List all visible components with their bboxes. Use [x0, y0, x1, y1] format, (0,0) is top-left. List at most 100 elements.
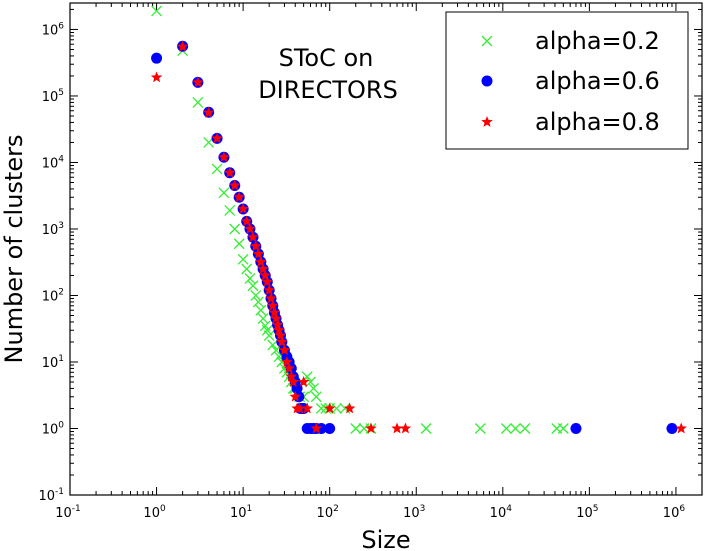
data-point — [218, 151, 230, 163]
data-point — [247, 280, 259, 292]
data-point — [192, 96, 204, 108]
data-point — [233, 191, 245, 203]
data-point — [247, 231, 259, 243]
data-point — [271, 318, 284, 330]
data-point — [252, 296, 264, 308]
data-point — [323, 402, 336, 414]
data-point — [250, 290, 262, 301]
data-point — [570, 422, 582, 434]
data-point — [224, 204, 236, 216]
chart-annotation-line-1: SToC on — [279, 44, 374, 72]
y-axis-label: Number of clusters — [0, 135, 28, 364]
data-point — [301, 402, 313, 414]
x-tick-label: 101 — [230, 504, 252, 521]
data-point — [257, 263, 269, 274]
data-point — [261, 275, 273, 287]
data-point — [268, 306, 281, 318]
data-point — [500, 423, 512, 434]
legend-label-alpha-0-2: alpha=0.2 — [535, 27, 660, 55]
data-point — [291, 382, 303, 394]
data-point — [237, 202, 249, 214]
x-tick-label: 105 — [576, 504, 598, 521]
data-point — [350, 423, 362, 434]
x-tick-label: 100 — [143, 504, 166, 521]
y-tick-label: 103 — [42, 221, 64, 238]
data-points — [150, 5, 687, 434]
y-tick-label: 101 — [42, 354, 64, 371]
legend-label-alpha-0-6: alpha=0.6 — [535, 67, 660, 95]
data-point — [399, 422, 412, 434]
data-point — [233, 238, 245, 250]
data-point — [192, 76, 204, 88]
data-point — [274, 329, 287, 341]
y-tick-label: 102 — [42, 287, 64, 304]
x-tick-label: 104 — [490, 504, 513, 521]
data-point — [244, 273, 256, 284]
data-point — [241, 215, 253, 227]
data-point — [420, 423, 432, 434]
x-tick-label: 103 — [403, 504, 425, 521]
data-point — [510, 423, 521, 434]
data-point — [324, 422, 336, 434]
data-point — [557, 423, 569, 434]
data-point — [310, 391, 322, 403]
data-point — [267, 339, 279, 351]
x-tick-label: 10-1 — [55, 504, 81, 521]
y-tick-label: 104 — [42, 154, 65, 171]
data-point — [666, 422, 678, 434]
data-point — [289, 390, 301, 402]
legend-label-alpha-0-8: alpha=0.8 — [535, 108, 660, 136]
data-point — [255, 304, 267, 316]
legend-marker — [481, 75, 493, 87]
data-point — [331, 403, 343, 414]
x-axis-ticks: 10-1 100 101 102 103 104 105 106 — [55, 3, 685, 521]
data-point — [224, 166, 236, 178]
data-point — [297, 376, 310, 387]
data-point — [151, 52, 163, 64]
data-point — [474, 423, 486, 434]
data-point — [273, 324, 285, 336]
data-point — [305, 376, 316, 388]
data-point — [229, 223, 241, 235]
data-point — [343, 402, 356, 414]
data-point — [263, 330, 275, 341]
data-point — [257, 313, 269, 325]
data-point — [675, 422, 687, 434]
data-point — [218, 187, 230, 199]
y-axis-ticks: 10-1 100 101 102 103 104 105 106 — [38, 8, 702, 504]
x-axis-label: Size — [361, 526, 410, 551]
data-point — [315, 403, 327, 414]
data-point — [211, 132, 223, 144]
legend-marker — [481, 116, 493, 127]
data-point — [293, 402, 306, 414]
data-point — [176, 40, 189, 52]
data-point — [287, 376, 300, 387]
data-point — [211, 163, 223, 175]
data-point — [270, 344, 282, 356]
data-point — [519, 423, 531, 434]
data-point — [259, 269, 271, 281]
series-alpha-0-8 — [150, 40, 687, 434]
data-point — [391, 422, 403, 434]
data-point — [278, 344, 291, 356]
data-point — [263, 284, 275, 296]
data-point — [237, 253, 249, 265]
data-point — [150, 71, 163, 83]
legend: alpha=0.2 alpha=0.6 alpha=0.8 — [445, 11, 689, 150]
y-tick-label: 106 — [42, 21, 65, 38]
data-point — [241, 263, 253, 275]
data-point — [308, 382, 319, 394]
x-tick-label: 102 — [317, 504, 339, 521]
data-point — [281, 355, 293, 367]
legend-markers — [481, 35, 493, 127]
data-point — [229, 179, 241, 191]
data-point — [250, 240, 262, 252]
data-point — [255, 255, 267, 267]
y-tick-label: 105 — [42, 88, 64, 105]
data-point — [202, 106, 215, 118]
data-point — [276, 335, 288, 347]
data-point — [244, 222, 256, 234]
chart-annotation-line-2: DIRECTORS — [258, 76, 398, 104]
data-point — [151, 5, 163, 17]
